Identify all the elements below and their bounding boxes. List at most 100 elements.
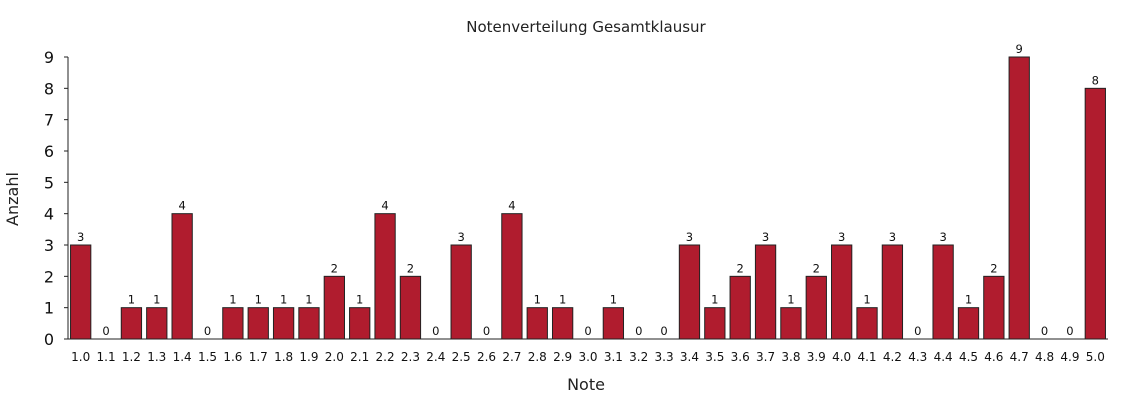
- bar: [881, 244, 904, 340]
- y-tick-labels: 0 1 2 3 4 5 6 7 8 9: [44, 48, 68, 349]
- bar-value-label: 0: [635, 324, 642, 338]
- bar: [247, 307, 269, 340]
- y-tick-label: 4: [44, 205, 54, 224]
- bar: [222, 307, 244, 340]
- bar-value-label: 0: [660, 324, 667, 338]
- bar-value-label: 0: [584, 324, 591, 338]
- bar-value-label: 2: [407, 261, 414, 275]
- bar-value-label: 3: [889, 230, 896, 244]
- bar: [120, 307, 143, 340]
- bar: [146, 307, 168, 340]
- x-tick-label: 2.6: [477, 350, 496, 364]
- bar: [501, 213, 523, 340]
- bar: [171, 213, 193, 340]
- x-tick-label: 4.6: [984, 350, 1003, 364]
- x-tick-label: 2.7: [502, 350, 521, 364]
- x-tick-label: 1.7: [249, 350, 268, 364]
- bar-value-label: 3: [77, 230, 84, 244]
- bar: [450, 244, 472, 340]
- bar: [754, 244, 777, 340]
- bar-value-label: 1: [280, 293, 287, 307]
- x-tick-label: 2.5: [452, 350, 471, 364]
- bar-value-label: 1: [559, 293, 566, 307]
- bar: [272, 307, 295, 340]
- y-tick-label: 1: [44, 299, 54, 318]
- bar: [602, 307, 625, 340]
- bar: [805, 275, 827, 340]
- x-tick-label: 3.7: [756, 350, 775, 364]
- x-tick-label: 1.5: [198, 350, 217, 364]
- bar: [780, 307, 802, 340]
- bar-value-label: 0: [483, 324, 490, 338]
- bar: [323, 275, 345, 340]
- x-tick-label: 3.8: [781, 350, 800, 364]
- bar: [1084, 87, 1106, 340]
- bar-value-label: 4: [178, 199, 185, 213]
- x-tick-label: 4.2: [883, 350, 902, 364]
- bar-value-label: 1: [965, 293, 972, 307]
- bar-value-label: 3: [838, 230, 845, 244]
- bar: [298, 307, 320, 340]
- bar: [374, 213, 396, 340]
- x-tick-label: 4.9: [1060, 350, 1079, 364]
- x-tick-label: 1.2: [122, 350, 141, 364]
- bar: [831, 244, 853, 340]
- x-tick-label: 1.4: [173, 350, 192, 364]
- x-tick-label: 4.3: [908, 350, 927, 364]
- bar-value-label: 1: [255, 293, 262, 307]
- x-tick-label: 3.1: [604, 350, 623, 364]
- bar-value-label: 1: [711, 293, 718, 307]
- y-tick-label: 6: [44, 142, 54, 161]
- bar: [678, 244, 701, 340]
- chart-title: Notenverteilung Gesamtklausur: [466, 18, 706, 36]
- bar-value-label: 0: [204, 324, 211, 338]
- bar-value-label: 1: [128, 293, 135, 307]
- bar-value-label: 1: [863, 293, 870, 307]
- y-tick-label: 5: [44, 173, 54, 192]
- bar: [526, 307, 548, 340]
- y-tick-label: 8: [44, 79, 54, 98]
- x-tick-label: 2.2: [376, 350, 395, 364]
- x-tick-labels: 1.0 1.1 1.2 1.3 1.4 1.5 1.6 1.7 1.8 1.9 2.0 2.1 2.2 2…: [71, 350, 1105, 364]
- bar: [399, 275, 422, 340]
- bar-value-label: 0: [432, 324, 439, 338]
- bar-value-label: 2: [990, 261, 997, 275]
- bar-value-label: 3: [686, 230, 693, 244]
- bar: [932, 244, 954, 340]
- y-tick-label: 3: [44, 236, 54, 255]
- x-tick-label: 3.0: [578, 350, 597, 364]
- bar: [957, 307, 980, 340]
- data-labels: 3 0 1 1 4 0 1 1 1 1 2 1 4 2 0 3 0 4 1 1 0 1 0 0 3 1 2 3 1 2 3 1 3 0 3 1 2 9 0 0…: [77, 42, 1099, 338]
- x-tick-label: 2.1: [350, 350, 369, 364]
- bar-value-label: 0: [1066, 324, 1073, 338]
- bar-value-label: 2: [813, 261, 820, 275]
- bar-value-label: 0: [914, 324, 921, 338]
- bar-value-label: 1: [305, 293, 312, 307]
- x-tick-label: 3.4: [680, 350, 699, 364]
- x-tick-label: 2.8: [528, 350, 547, 364]
- bar-value-label: 2: [331, 261, 338, 275]
- bar-value-label: 1: [534, 293, 541, 307]
- x-tick-label: 1.0: [71, 350, 90, 364]
- x-tick-label: 2.0: [325, 350, 344, 364]
- x-tick-label: 4.7: [1010, 350, 1029, 364]
- bar: [70, 244, 92, 340]
- x-axis-label: Note: [567, 375, 605, 394]
- x-tick-label: 2.3: [401, 350, 420, 364]
- x-tick-label: 5.0: [1086, 350, 1105, 364]
- bar: [349, 307, 371, 340]
- y-tick-label: 7: [44, 111, 54, 130]
- x-tick-label: 3.3: [655, 350, 674, 364]
- x-tick-label: 1.8: [274, 350, 293, 364]
- x-tick-label: 2.4: [426, 350, 445, 364]
- x-tick-label: 1.1: [97, 350, 116, 364]
- bar-value-label: 1: [356, 293, 363, 307]
- bar-value-label: 2: [737, 261, 744, 275]
- x-tick-label: 1.9: [299, 350, 318, 364]
- y-tick-label: 2: [44, 267, 54, 286]
- bar-value-label: 3: [458, 230, 465, 244]
- bar-value-label: 1: [787, 293, 794, 307]
- bar-value-label: 0: [1041, 324, 1048, 338]
- bar-value-label: 1: [153, 293, 160, 307]
